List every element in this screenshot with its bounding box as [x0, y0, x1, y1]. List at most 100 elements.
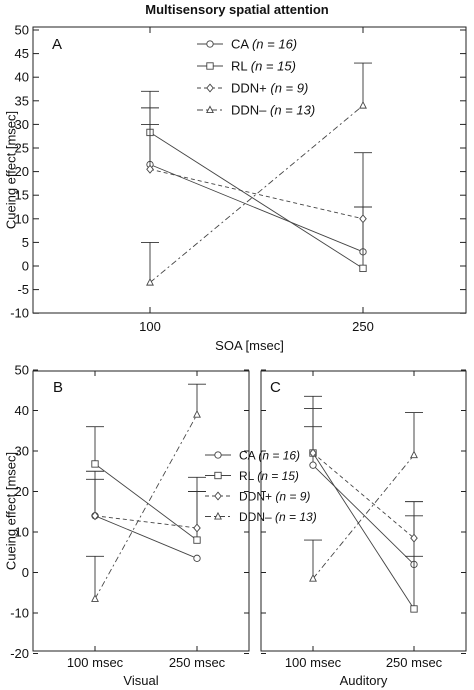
panel-b-series-circle-line: [94, 515, 198, 559]
panel-a-series-square-line: [149, 132, 364, 269]
panel-c-series-triangle-point: [410, 450, 418, 459]
panel-b-legend-marker: [214, 511, 222, 520]
panel-b-series-square-line: [94, 463, 198, 541]
panel-c-series-diamond-point: [410, 533, 418, 543]
panel-b-legend-entry: DDN– (n = 13): [239, 510, 317, 524]
legend-series-name: DDN+: [231, 81, 270, 96]
panel-c-series-square-line: [312, 452, 415, 610]
panel-a-series-triangle-line: [149, 105, 364, 283]
legend-n-label: (n = 9): [275, 490, 310, 504]
panel-b-series-diamond-point: [193, 523, 201, 533]
panel-a-series-diamond-point: [359, 214, 367, 224]
panel-a-xtick-label: 250: [352, 319, 374, 334]
panel-c-series-diamond-point: [309, 448, 317, 458]
panel-b-xtick-label: 100 msec: [67, 655, 124, 670]
panel-b-xlabel: Visual: [123, 673, 158, 688]
panel-c-frame: [260, 370, 467, 652]
panel-c-series-diamond-line: [312, 452, 415, 539]
panel-a-legend-entry: CA (n = 16): [231, 37, 297, 52]
panel-a-series-triangle-point: [146, 277, 154, 286]
panel-a-xtick-label: 100: [139, 319, 161, 334]
panel-a-ytick-label: 20: [15, 164, 29, 179]
legend-n-label: (n = 13): [270, 103, 315, 118]
panel-b-letter: B: [53, 379, 63, 396]
panel-b-series-square-point: [193, 536, 201, 544]
panel-a-legend-entry: DDN+ (n = 9): [231, 81, 308, 96]
panel-a-letter: A: [52, 36, 62, 53]
panel-b-ytick-label: 40: [15, 403, 29, 418]
panel-b-ytick-label: 30: [15, 444, 29, 459]
panel-c-series-circle-line: [312, 464, 415, 565]
legend-n-label: (n = 16): [252, 37, 297, 52]
panel-c-xtick-label: 100 msec: [285, 655, 342, 670]
panel-b-series-diamond-point: [91, 511, 99, 521]
panel-a-ytick-label: -5: [17, 282, 29, 297]
panel-a-frame: [32, 26, 467, 314]
panel-c-letter: C: [270, 379, 281, 396]
panel-b-xtick-label: 250 msec: [169, 655, 226, 670]
panel-c-series-circle-point: [309, 461, 317, 469]
legend-n-label: (n = 13): [275, 510, 317, 524]
panel-b-ylabel: Cueing effect [msec]: [3, 452, 18, 570]
panel-b-series-circle-point: [193, 554, 201, 562]
panel-a-legend-marker: [206, 83, 214, 93]
panel-b-ytick-label: 20: [15, 484, 29, 499]
panel-c-xtick-label: 250 msec: [386, 655, 443, 670]
panel-a-legend-entry: RL (n = 15): [231, 59, 296, 74]
legend-n-label: (n = 15): [251, 59, 296, 74]
panel-a-ytick-label: 30: [15, 117, 29, 132]
panel-a-xlabel: SOA [msec]: [215, 338, 284, 353]
legend-series-name: DDN+: [239, 490, 275, 504]
legend-series-name: CA: [231, 37, 252, 52]
panel-b-ytick-label: 50: [15, 363, 29, 378]
panel-b-series-diamond-line: [94, 515, 198, 529]
panel-b-series-triangle-point: [91, 594, 99, 602]
panel-b-ytick-label: -20: [10, 646, 29, 661]
panel-b-ytick-label: 10: [15, 525, 29, 540]
panel-a-legend-marker: [206, 105, 214, 114]
panel-a-ytick-label: 5: [22, 235, 29, 250]
panel-b-legend-entry: DDN+ (n = 9): [239, 490, 310, 504]
panel-a-legend-marker: [206, 62, 214, 70]
panel-a-ytick-label: 50: [15, 23, 29, 38]
panel-b-series-triangle-point: [193, 409, 201, 418]
legend-n-label: (n = 15): [257, 469, 299, 483]
legend-series-name: DDN–: [231, 103, 270, 118]
panel-a-ytick-label: 0: [22, 259, 29, 274]
legend-series-name: CA: [239, 449, 258, 463]
legend-n-label: (n = 9): [270, 81, 308, 96]
panel-a-series-square-point: [359, 264, 367, 273]
panel-b-legend-marker: [214, 451, 222, 459]
legend-series-name: DDN–: [239, 510, 275, 524]
panel-b-legend-entry: CA (n = 16): [239, 449, 300, 463]
panel-a-series-diamond-line: [149, 168, 364, 220]
panel-c-series-square-point: [410, 605, 418, 613]
legend-n-label: (n = 16): [258, 449, 300, 463]
panel-a-legend-entry: DDN– (n = 13): [231, 103, 315, 118]
panel-a-ytick-label: 35: [15, 93, 29, 108]
panel-a-ytick-label: 15: [15, 188, 29, 203]
legend-series-name: RL: [239, 469, 257, 483]
figure-title: Multisensory spatial attention: [145, 2, 329, 17]
panel-b-legend-marker: [214, 491, 222, 501]
panel-a-ytick-label: -10: [10, 306, 29, 321]
panel-a-legend-marker: [206, 40, 214, 48]
panel-b-ytick-label: -10: [10, 606, 29, 621]
panel-b-legend-marker: [214, 471, 222, 480]
legend-series-name: RL: [231, 59, 251, 74]
panel-b-series-triangle-line: [94, 414, 198, 600]
panel-a-ylabel: Cueing effect [msec]: [3, 111, 18, 229]
panel-a-ytick-label: 25: [15, 141, 29, 156]
panel-a-series-circle-line: [149, 164, 364, 253]
panel-b-ytick-label: 0: [22, 565, 29, 580]
panel-a-ytick-label: 40: [15, 70, 29, 85]
panel-a-series-diamond-point: [146, 164, 154, 174]
panel-c-xlabel: Auditory: [340, 673, 388, 688]
panel-a-series-triangle-point: [359, 100, 367, 109]
panel-b-legend-entry: RL (n = 15): [239, 469, 299, 483]
panel-c-series-triangle-point: [309, 573, 317, 582]
panel-a-ytick-label: 45: [15, 46, 29, 61]
panel-b-frame: [32, 370, 250, 652]
panel-b-series-square-point: [91, 460, 99, 468]
